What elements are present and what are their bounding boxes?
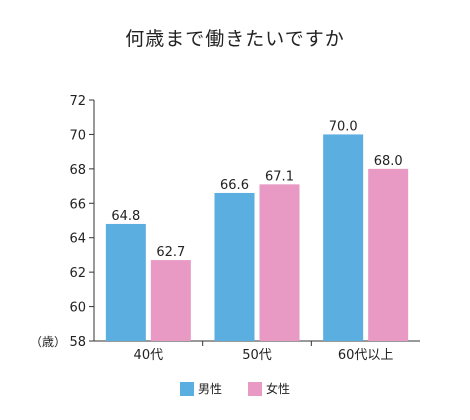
y-tick-label: 64: [69, 232, 86, 247]
legend-swatch-male: [179, 381, 194, 396]
data-label: 67.1: [265, 169, 294, 184]
chart-title: 何歳まで働きたいですか: [125, 28, 345, 50]
bar-male: [214, 192, 255, 341]
bar-female: [368, 168, 409, 341]
y-tick-label: 60: [69, 301, 86, 316]
data-label: 64.8: [111, 209, 140, 224]
y-tick-label: 66: [69, 197, 86, 212]
legend-swatch-female: [248, 381, 262, 396]
y-tick-label: 62: [69, 266, 86, 281]
y-tick-label: 58: [69, 335, 86, 350]
legend-label-male: 男性: [197, 382, 222, 396]
data-label: 66.6: [220, 178, 249, 193]
y-unit-label: （歳）: [30, 335, 66, 349]
y-tick-label: 70: [69, 128, 86, 143]
y-tick-label: 68: [69, 163, 86, 178]
data-label: 68.0: [374, 154, 403, 169]
legend: 男性 女性: [0, 380, 470, 397]
bar-male: [323, 134, 364, 341]
x-category-label: 50代: [242, 348, 272, 363]
x-category-label: 60代以上: [338, 348, 394, 363]
bar-male: [105, 223, 146, 341]
legend-item-male: 男性: [179, 380, 222, 397]
data-label: 62.7: [156, 245, 185, 260]
bar-female: [150, 260, 191, 341]
y-tick-label: 72: [69, 94, 86, 109]
data-label: 70.0: [329, 119, 358, 134]
bar-female: [259, 184, 300, 341]
x-category-label: 40代: [134, 348, 164, 363]
legend-item-female: 女性: [248, 380, 290, 397]
legend-label-female: 女性: [266, 382, 291, 396]
